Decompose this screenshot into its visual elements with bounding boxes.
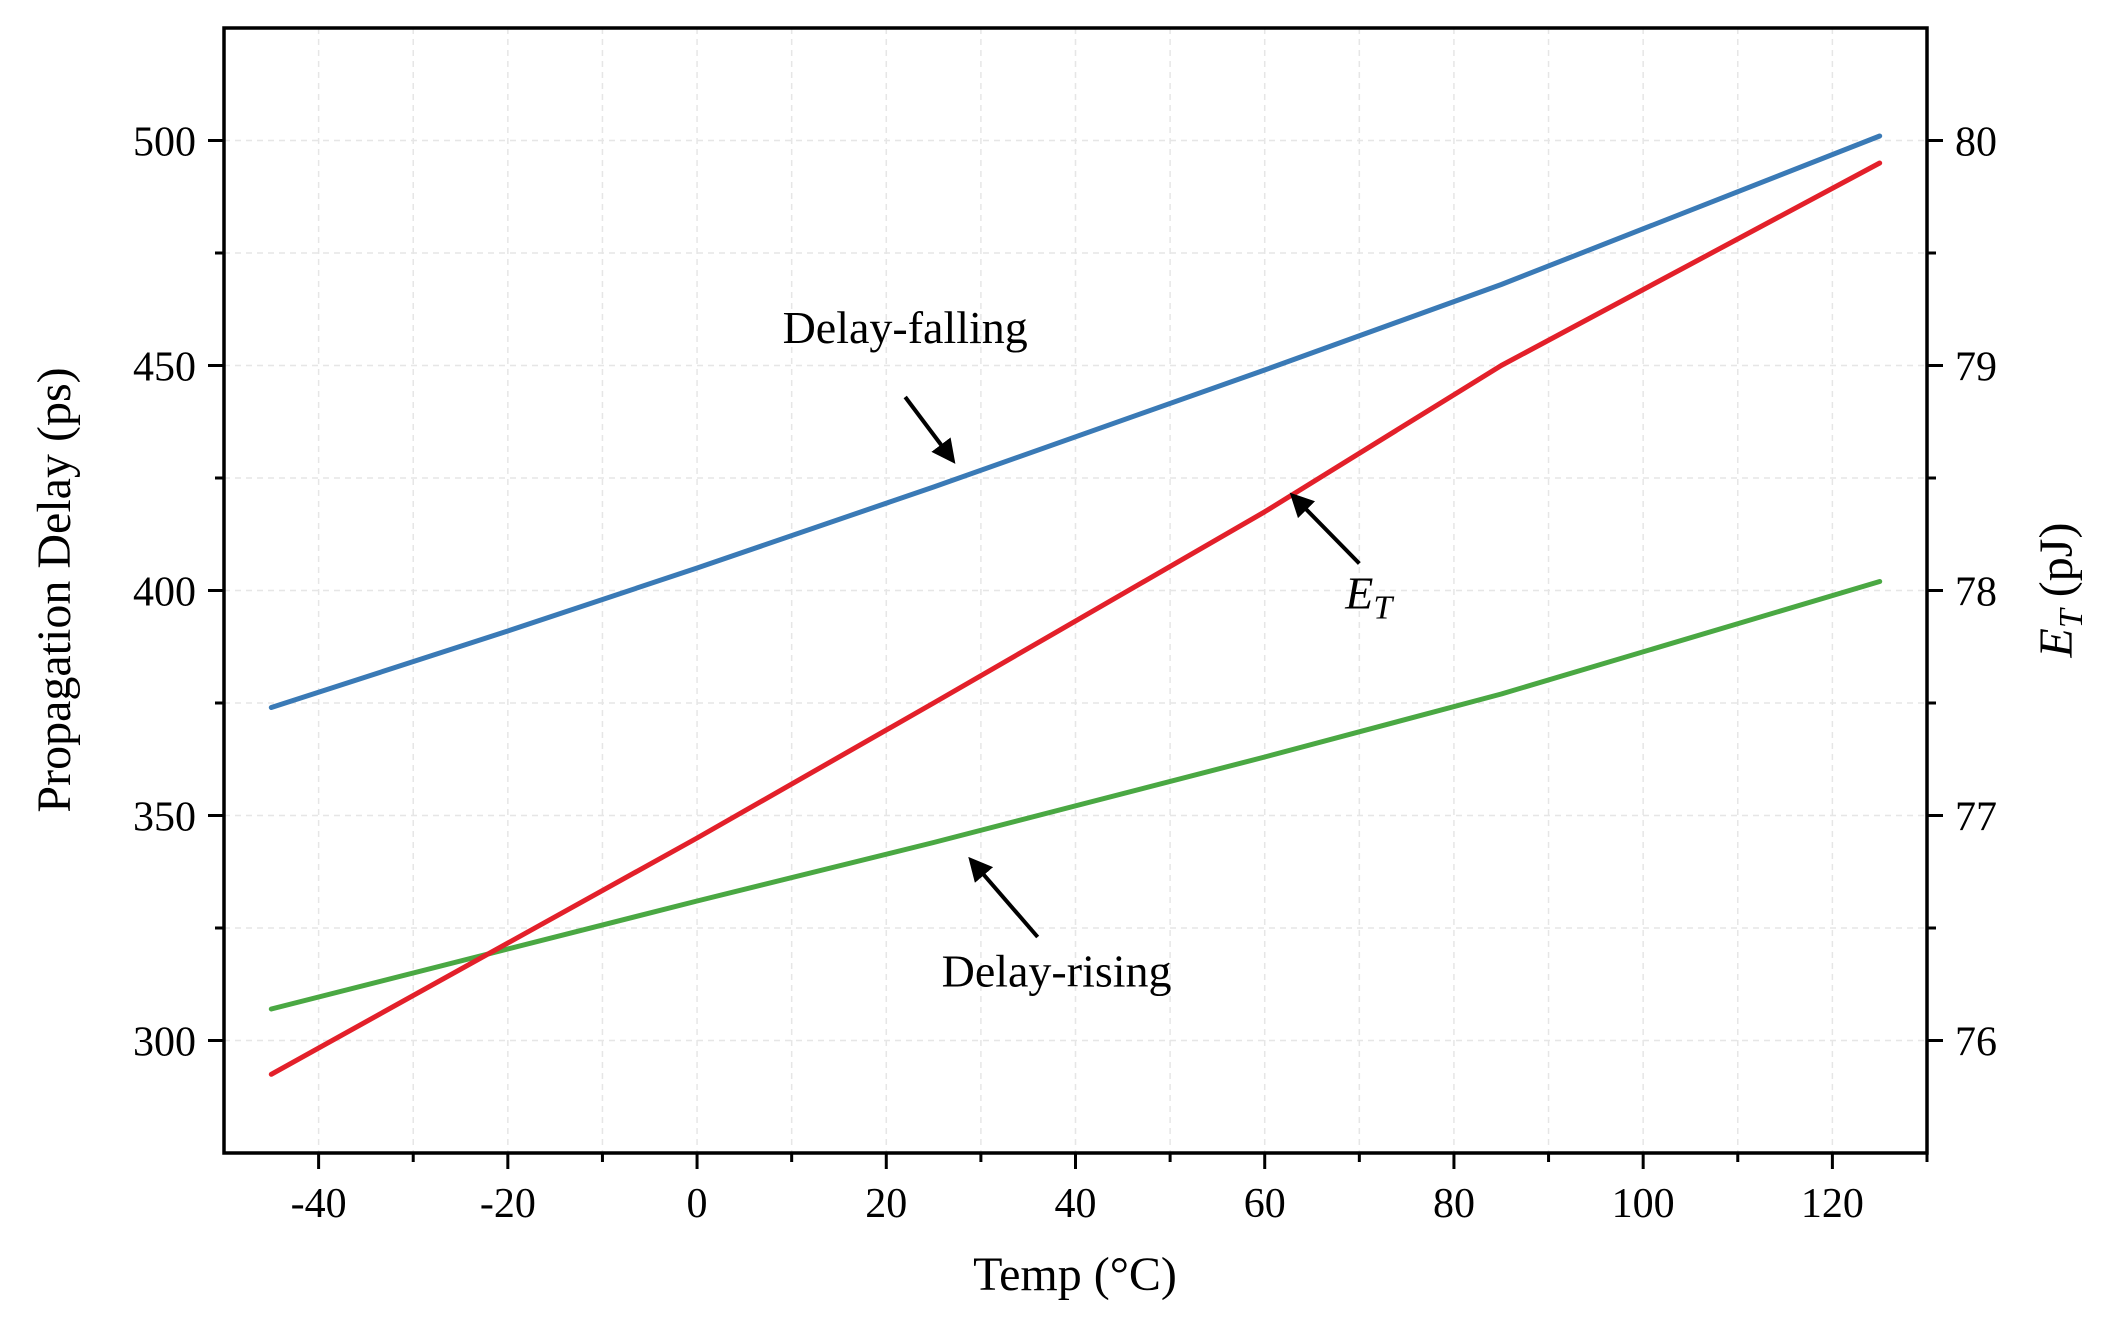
annotation-arrow-delay-falling — [903, 395, 956, 464]
y-axis-right-title-unit: (pJ) — [2030, 523, 2083, 610]
y-right-tick-label: 76 — [1955, 1020, 1997, 1066]
x-tick-label: -20 — [480, 1181, 536, 1227]
series-line-delay-rising — [268, 579, 1883, 1012]
y-right-tick-label: 78 — [1955, 570, 1997, 616]
y-left-tick-label: 400 — [133, 570, 196, 616]
x-tick-label: 0 — [687, 1181, 708, 1227]
series-line-et — [268, 160, 1883, 1077]
annotation-et: ET — [1344, 568, 1394, 627]
x-tick-label: 40 — [1055, 1181, 1097, 1227]
annotation-sub: T — [1373, 590, 1394, 627]
y-axis-right-title: ET (pJ) — [2030, 523, 2090, 659]
x-tick-label: 80 — [1433, 1181, 1475, 1227]
annotation-main: E — [1344, 568, 1373, 619]
annotation-delay-falling: Delay-falling — [783, 302, 1028, 353]
ticks — [208, 139, 1943, 1169]
y-left-tick-label: 450 — [133, 345, 196, 391]
y-left-tick-label: 500 — [133, 120, 196, 166]
x-tick-label: 20 — [865, 1181, 907, 1227]
x-axis-title: Temp (°C) — [973, 1248, 1177, 1301]
x-tick-label: 100 — [1612, 1181, 1675, 1227]
annotation-delay-rising: Delay-rising — [942, 946, 1172, 997]
x-tick-label: -40 — [291, 1181, 347, 1227]
annotations: Delay-falling ET Delay-rising — [783, 302, 1395, 997]
series-group — [268, 133, 1883, 1077]
series-line-delay-falling — [268, 133, 1883, 710]
x-tick-label: 120 — [1801, 1181, 1864, 1227]
x-tick-label: 60 — [1244, 1181, 1286, 1227]
y-left-tick-label: 300 — [133, 1020, 196, 1066]
tick-labels: -40 -20 0 20 40 60 80 100 120 300 350 400 450 500 76 77… — [133, 120, 1997, 1228]
y-right-tick-label: 79 — [1955, 345, 1997, 391]
annotation-arrow-delay-rising — [968, 856, 1040, 939]
y-axis-right-title-main: E — [2030, 628, 2083, 658]
y-right-tick-label: 77 — [1955, 795, 1997, 841]
y-axis-left-title: Propagation Delay (ps) — [28, 367, 81, 812]
y-right-tick-label: 80 — [1955, 120, 1997, 166]
y-left-tick-label: 350 — [133, 795, 196, 841]
annotation-arrow-et — [1289, 492, 1361, 565]
y-axis-right-title-sub: T — [2053, 607, 2090, 628]
